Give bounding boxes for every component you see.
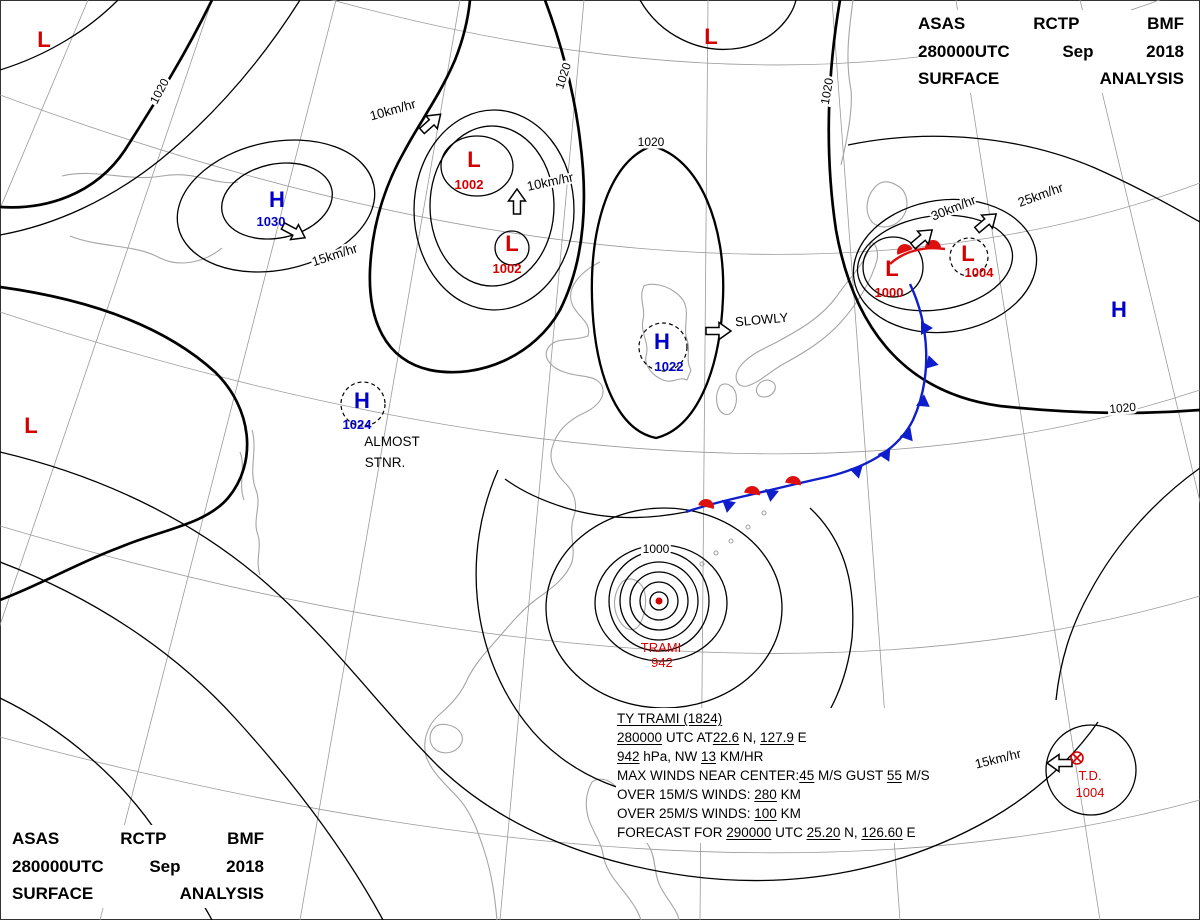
typhoon-info-line: MAX WINDS NEAR CENTER:45 M/S GUST 55 M/S <box>617 768 930 783</box>
coast-ryukyu-island <box>728 538 734 544</box>
low-center-letter: L <box>885 256 898 281</box>
typhoon-info-line: OVER 25M/S WINDS: 100 KM <box>617 806 801 821</box>
river-line <box>251 429 261 576</box>
typhoon-center-dot <box>655 597 663 605</box>
isobar-label: 1000 <box>643 542 670 556</box>
coast-honshu <box>735 241 879 387</box>
isobar-label: 1020 <box>1109 400 1137 416</box>
movement-speed-label: 10km/hr <box>368 96 418 124</box>
high-motion-label: STNR. <box>365 455 406 470</box>
chart-title-bottom-left: ASAS RCTP BMF 280000UTC Sep 2018 SURFACE… <box>12 825 264 908</box>
coast-ryukyu-island <box>713 550 719 556</box>
coast-hokkaido <box>866 181 908 228</box>
cold-front-line <box>685 283 928 514</box>
high-center-letter: H <box>354 388 370 413</box>
isobar-label: 1020 <box>638 135 665 149</box>
coast-ryukyu-island <box>745 524 751 530</box>
warm-front-lobe <box>744 484 762 496</box>
low-center-value: 1002 <box>493 261 522 276</box>
typhoon-info-line: FORECAST FOR 290000 UTC 25.20 N, 126.60 … <box>617 825 916 840</box>
coast-sakhalin <box>840 0 854 166</box>
low-center-letter: L <box>505 231 518 256</box>
coast-shikoku <box>755 379 776 398</box>
dashed-circle-l1004 <box>949 237 989 277</box>
dashed-circle-h1022 <box>638 322 688 372</box>
low-center-letter: L <box>24 413 37 438</box>
typhoon-pressure: 942 <box>651 655 673 670</box>
cold-front-barb <box>925 355 941 372</box>
td-pressure: 1004 <box>1076 785 1105 800</box>
movement-arrow <box>1046 753 1073 773</box>
high-center-value: 1022 <box>655 359 684 374</box>
coast-china-vietnam <box>424 261 604 920</box>
high-motion-label: ALMOST <box>364 434 420 449</box>
coast-taiwan <box>613 578 647 631</box>
cold-front-barb <box>899 427 919 446</box>
typhoon-info-line: TY TRAMI (1824) <box>617 711 723 726</box>
movement-speed-label: 15km/hr <box>973 746 1023 772</box>
chart-title-top-right: ASAS RCTP BMF 280000UTC Sep 2018 SURFACE… <box>918 10 1184 93</box>
cold-front-barb <box>849 465 866 481</box>
movement-speed-label: 25km/hr <box>1016 179 1066 209</box>
coast-korea <box>641 283 692 382</box>
td-symbol-icon <box>1070 751 1084 765</box>
chart-title-line: ASAS RCTP BMF <box>918 14 1184 33</box>
typhoon-info-line: OVER 15M/S WINDS: 280 KM <box>617 787 801 802</box>
isobar-label: 1020 <box>818 77 836 106</box>
typhoon-name: TRAMI <box>641 640 681 655</box>
coast-ryukyu-island <box>761 510 767 516</box>
low-center-value: 1000 <box>875 285 904 300</box>
td-name: T.D. <box>1078 768 1101 783</box>
front-layer <box>685 239 946 515</box>
movement-arrow <box>507 188 527 215</box>
low-center-letter: L <box>704 24 717 49</box>
high-center-letter: H <box>1111 297 1127 322</box>
cold-front-barb <box>915 394 934 413</box>
chart-title-line: ASAS RCTP BMF <box>12 829 264 849</box>
movement-speed-label: 10km/hr <box>526 169 576 194</box>
movement-arrow <box>970 206 1003 238</box>
warm-front-line <box>889 247 946 265</box>
coast-ryukyu-island <box>699 561 705 567</box>
movement-speed-label: 15km/hr <box>310 240 360 269</box>
warm-front-lobe <box>785 474 803 486</box>
terrain-line <box>61 172 239 184</box>
typhoon-info-box: TY TRAMI (1824) 280000 UTC AT22.6 N, 127.… <box>616 708 934 843</box>
high-center-value: 1030 <box>257 214 286 229</box>
movement-speed-label: 30km/hr <box>929 192 979 224</box>
coastline-layer <box>61 0 908 920</box>
high-center-letter: H <box>269 187 285 212</box>
terrain-line <box>69 235 223 264</box>
low-center-letter: L <box>37 27 50 52</box>
chart-title-line: SURFACE ANALYSIS <box>918 69 1184 89</box>
chart-title-line: 280000UTC Sep 2018 <box>12 856 264 876</box>
movement-arrow <box>705 321 732 341</box>
low-center-letter: L <box>467 147 480 172</box>
dashed-circle-h1024 <box>340 381 386 427</box>
high-center-letter: H <box>654 329 670 354</box>
typhoon-info-line: 280000 UTC AT22.6 N, 127.9 E <box>617 730 807 745</box>
low-center-value: 1002 <box>455 177 484 192</box>
coast-hainan <box>429 723 463 754</box>
chart-title-line: SURFACE ANALYSIS <box>12 884 264 904</box>
low-center-letter: L <box>961 241 974 266</box>
high-center-value: 1024 <box>343 417 373 432</box>
typhoon-info-line: 942 hPa, NW 13 KM/HR <box>617 749 764 764</box>
coast-kyushu <box>715 383 737 416</box>
low-center-value: 1004 <box>965 265 995 280</box>
movement-speed-label: SLOWLY <box>734 310 789 330</box>
chart-title-line: 280000UTC Sep 2018 <box>918 41 1184 61</box>
